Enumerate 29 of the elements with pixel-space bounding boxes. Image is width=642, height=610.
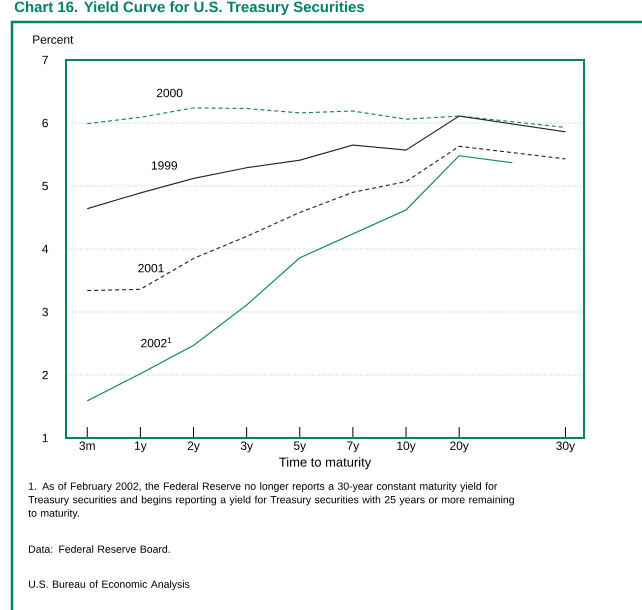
series-label: 2001 [138,264,164,272]
x-tick-label: 2y [188,442,200,452]
line-series [86,107,566,128]
y-tick-label: 2 [42,370,48,380]
y-axis-title: Percent [33,35,74,44]
line-series [86,116,566,210]
y-tick-label: 7 [42,56,48,64]
x-tick-label: 3m [79,442,95,450]
x-tick-label: 1y [134,442,147,452]
x-tick-label: 20y [450,442,469,452]
x-tick-label: 5y [294,442,306,452]
x-tick-label: 30y [556,442,576,452]
y-tick-label: 6 [42,118,48,128]
text: Data: Federal Reserve Board. [29,545,170,553]
x-tick-label: 3y [240,442,253,452]
text: 1. As of February 2002, the Federal Reserve no longer reports a 30-year constant maturity yield for Treasury securities and begins reporting a yield for Treasury securities with 25 years or more remaining to maturity. [28,482,514,519]
y-tick-label: 3 [42,308,48,316]
y-tick-label: 5 [42,182,48,190]
x-axis-title: Time to maturity [279,457,372,470]
y-tick-label: 1 [42,434,48,442]
line-series [86,146,566,292]
x-tick-label: 7y [347,442,360,452]
series-label: 2002$^{1}$ [141,337,172,348]
x-tick-label: 10y [397,442,416,452]
y-tick-label: 4 [42,244,48,254]
text: U.S. Bureau of Economic Analysis [29,580,190,590]
series-label: 1999 [152,161,178,170]
chart-title: Chart 16. Yield Curve for U.S. Treasury Securities [14,1,364,16]
series-label: 2000 [156,88,182,98]
